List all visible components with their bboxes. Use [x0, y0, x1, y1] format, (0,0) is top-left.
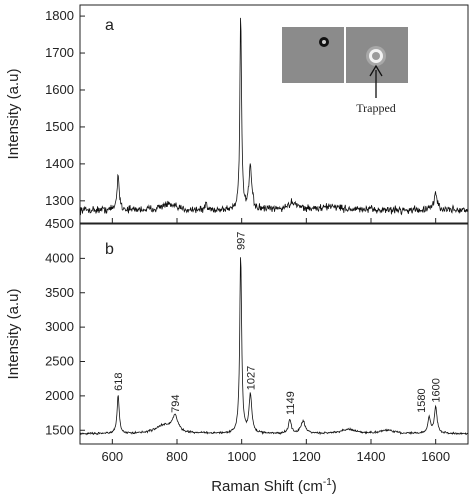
panel-a-y-tick-label: 1800	[45, 8, 74, 23]
x-tick-label: 800	[166, 449, 188, 464]
panel-a-letter: a	[105, 17, 114, 34]
inset-image-before	[282, 27, 344, 83]
panel-b-spectrum-line	[79, 257, 469, 436]
particle-free-highlight	[322, 40, 326, 44]
panel-a-y-tick-label: 1700	[45, 45, 74, 60]
panel-a-y-axis-title: Intensity (a.u)	[5, 69, 22, 160]
x-axis-tick-labels: 600 800 1000 1200 1400 1600	[101, 449, 450, 464]
peak-label-1600: 1600	[431, 378, 443, 402]
panel-b-y-ticks: 1500 2000 2500 3000 3500 4000 4500	[45, 216, 85, 437]
x-tick-label: 1000	[227, 449, 256, 464]
panel-b-y-tick-label: 3000	[45, 319, 74, 334]
panel-b-peak-labels: 618 794 997 1027 1149 1580 1600	[113, 232, 443, 415]
peak-label-794: 794	[170, 395, 182, 413]
x-axis-title-main: Raman Shift (cm	[211, 478, 323, 495]
peak-label-1149: 1149	[285, 391, 297, 415]
panel-b-y-tick-label: 3500	[45, 285, 74, 300]
panel-b-y-tick-label: 2000	[45, 388, 74, 403]
peak-label-997: 997	[236, 232, 248, 250]
panel-b-x-ticks	[111, 439, 437, 444]
panel-a-y-tick-label: 1300	[45, 193, 74, 208]
panel-b-y-tick-label: 4500	[45, 216, 74, 231]
panel-b-y-axis-title: Intensity (a.u)	[5, 289, 22, 380]
inset-microscope-images: Trapped	[282, 27, 408, 115]
trapped-label: Trapped	[356, 101, 396, 115]
panel-a-frame	[79, 4, 469, 224]
panel-a-x-ticks	[111, 218, 437, 223]
panel-a-y-tick-label: 1500	[45, 119, 74, 134]
panel-b-y-tick-label: 1500	[45, 422, 74, 437]
x-tick-label: 600	[101, 449, 123, 464]
peak-label-1580: 1580	[416, 388, 428, 412]
x-tick-label: 1200	[292, 449, 321, 464]
x-axis-title-close: )	[332, 478, 337, 495]
panel-a-spectrum-line	[79, 17, 469, 216]
panel-a: a 1300 1400 1500 1600 1700 1800 Intensity (a.…	[5, 4, 469, 224]
x-axis-title: Raman Shift (cm-1)	[211, 477, 337, 495]
panel-a-y-ticks: 1300 1400 1500 1600 1700 1800	[45, 8, 85, 208]
x-axis-title-superscript: -1	[323, 477, 332, 488]
x-tick-label: 1400	[357, 449, 386, 464]
x-tick-label: 1600	[421, 449, 450, 464]
panel-a-y-tick-label: 1600	[45, 82, 74, 97]
panel-b: b 1500 2000 2500 3000 3500 4000 4500 618 794 997…	[5, 216, 469, 445]
panel-a-y-tick-label: 1400	[45, 156, 74, 171]
particle-trapped-core	[372, 52, 380, 60]
peak-label-1027: 1027	[245, 366, 257, 390]
trapped-arrow-head	[369, 64, 383, 77]
panel-b-y-tick-label: 4000	[45, 250, 74, 265]
panel-b-frame	[79, 223, 469, 445]
panel-b-y-tick-label: 2500	[45, 354, 74, 369]
peak-label-618: 618	[113, 373, 125, 391]
panel-b-letter: b	[105, 241, 114, 258]
